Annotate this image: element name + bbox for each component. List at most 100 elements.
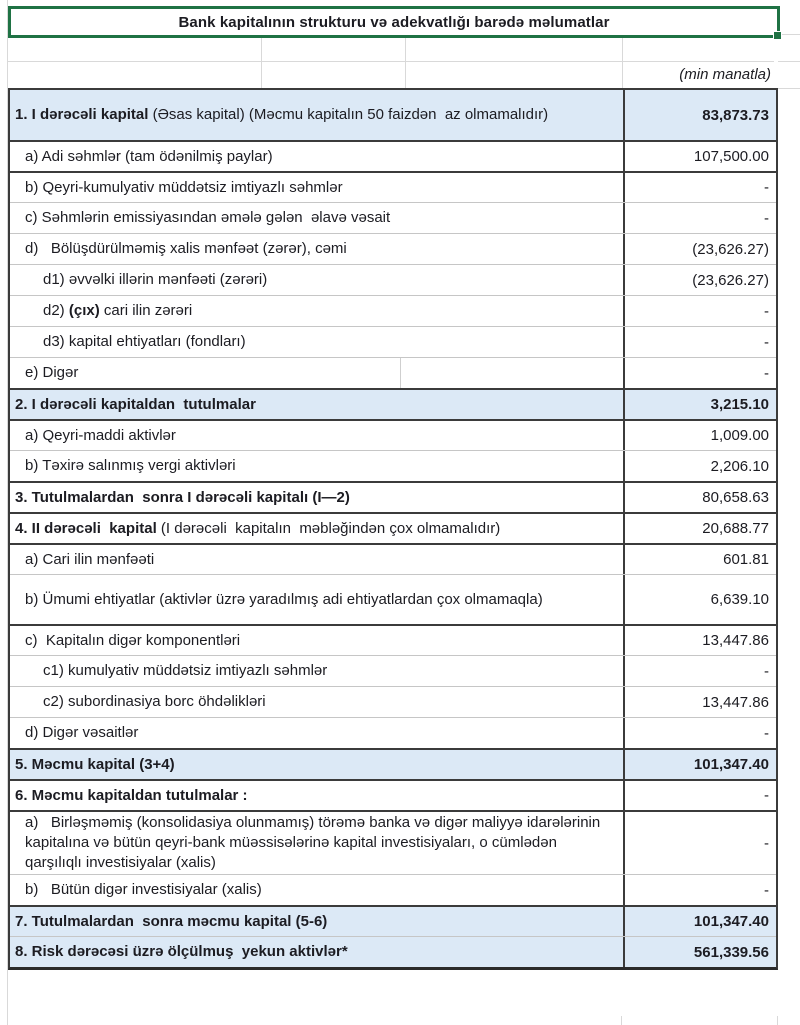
section-5-header-value: 101,347.40 [693,756,769,773]
row-4c2-label-cell[interactable]: c2) subordinasiya borc öhdəlikləri [10,687,623,717]
table-row-row-1d: d) Bölüşdürülməmiş xalis mənfəət (zərər)… [10,233,776,264]
row-1c-value-cell[interactable]: - [623,203,776,233]
row-1d-label-cell[interactable]: d) Bölüşdürülməmiş xalis mənfəət (zərər)… [10,234,623,264]
section-3-header-label-cell[interactable]: 3. Tutulmalardan sonra I dərəcəli kapita… [10,483,623,512]
row-1d2-label-cell[interactable]: d2) (çıx) cari ilin zərəri [10,296,623,326]
selection-fill-handle[interactable] [773,31,782,40]
row-6a-label-cell[interactable]: a) Birləşməmiş (konsolidasiya olunmamış)… [10,812,623,874]
section-1-header-label-cell[interactable]: 1. I dərəcəli kapital (Əsas kapital) (Mə… [10,90,623,140]
table-row-row-4c: c) Kapitalın digər komponentləri 13,447.8… [10,624,776,655]
table-row-row-6b: b) Bütün digər investisiyalar (xalis) - [10,874,776,905]
row-1a-label: a) Adi səhmlər (tam ödənilmiş paylar) [25,147,273,165]
row-1d-label: d) Bölüşdürülməmiş xalis mənfəət (zərər)… [25,240,347,257]
row-2b-value: 2,206.10 [710,457,769,475]
section-5-header-value-cell[interactable]: 101,347.40 [623,750,776,779]
row-4a-label: a) Cari ilin mənfəəti [25,550,155,568]
section-8-header-label-cell[interactable]: 8. Risk dərəcəsi üzrə ölçülmuş yekun akt… [10,937,623,967]
sheet-gridline-stub-1 [778,34,800,35]
section-7-header-value-cell[interactable]: 101,347.40 [623,907,776,936]
table-row-section-3-header: 3. Tutulmalardan sonra I dərəcəli kapita… [10,481,776,512]
row-4b-label-cell[interactable]: b) Ümumi ehtiyatlar (aktivlər üzrə yarad… [10,575,623,624]
table-row-section-1-header: 1. I dərəcəli kapital (Əsas kapital) (Mə… [10,90,776,140]
row-4d-label-cell[interactable]: d) Digər vəsaitlər [10,718,623,748]
section-4-header-label: 4. II dərəcəli kapital (I dərəcəli kapit… [15,519,501,537]
table-row-section-6-header: 6. Məcmu kapitaldan tutulmalar : - [10,779,776,810]
row-4c1-label-cell[interactable]: c1) kumulyativ müddətsiz imtiyazlı səhml… [10,656,623,686]
row-4c2-value-cell[interactable]: 13,447.86 [623,687,776,717]
row-2a-label-cell[interactable]: a) Qeyri-maddi aktivlər [10,421,623,450]
section-2-header-value-cell[interactable]: 3,215.10 [623,390,776,419]
row-4b-value: 6,639.10 [710,591,769,608]
section-6-header-value-cell[interactable]: - [623,781,776,810]
row-1d2-label: d2) (çıx) cari ilin zərəri [43,302,193,319]
table-row-row-2a: a) Qeyri-maddi aktivlər 1,009.00 [10,419,776,450]
sheet-gridline-stub-2 [778,61,800,62]
row-4c2-value: 13,447.86 [702,693,769,711]
unit-note-cell[interactable]: (min manatla) [623,61,777,87]
sheet-gridline-left [7,0,8,1025]
row-4d-label: d) Digər vəsaitlər [25,724,139,741]
row-2a-label: a) Qeyri-maddi aktivlər [25,426,176,444]
row-4a-value-cell[interactable]: 601.81 [623,545,776,574]
section-7-header-label-cell[interactable]: 7. Tutulmalardan sonra məcmu kapital (5-… [10,907,623,936]
row-1a-value-cell[interactable]: 107,500.00 [623,142,776,171]
row-1a-value: 107,500.00 [693,148,769,165]
table-row-row-1c: c) Səhmlərin emissiyasından əmələ gələn … [10,202,776,233]
sheet-title-cell[interactable]: Bank kapitalının strukturu və adekvatlığ… [8,6,782,40]
section-7-header-label: 7. Tutulmalardan sonra məcmu kapital (5-… [15,912,328,930]
row-1e-value-cell[interactable]: - [623,358,776,388]
table-row-section-5-header: 5. Məcmu kapital (3+4) 101,347.40 [10,748,776,779]
row-4a-value: 601.81 [723,551,769,568]
row-4b-value-cell[interactable]: 6,639.10 [623,575,776,624]
section-3-header-value: 80,658.63 [702,489,769,506]
section-2-header-label: 2. I dərəcəli kapitaldan tutulmalar [15,395,256,413]
section-4-header-value-cell[interactable]: 20,688.77 [623,514,776,543]
row-4d-value-cell[interactable]: - [623,718,776,748]
section-3-header-value-cell[interactable]: 80,658.63 [623,483,776,512]
sheet-gridline-stub-4 [621,1016,622,1025]
row-1d3-label-cell[interactable]: d3) kapital ehtiyatları (fondları) [10,327,623,357]
row-2b-value-cell[interactable]: 2,206.10 [623,451,776,481]
row-1a-label-cell[interactable]: a) Adi səhmlər (tam ödənilmiş paylar) [10,142,623,171]
section-6-header-value: - [764,787,769,804]
row-1d2-value-cell[interactable]: - [623,296,776,326]
row-1d-value: (23,626.27) [692,240,769,258]
row-1e-label-cell[interactable]: e) Digər [10,358,623,388]
section-1-header-value: 83,873.73 [702,106,769,124]
row-1d1-value-cell[interactable]: (23,626.27) [623,265,776,295]
section-8-header-label: 8. Risk dərəcəsi üzrə ölçülmuş yekun akt… [15,943,348,960]
row-6b-value: - [764,881,769,899]
row-1b-value-cell[interactable]: - [623,173,776,202]
row-1c-label-cell[interactable]: c) Səhmlərin emissiyasından əmələ gələn … [10,203,623,233]
section-6-header-label-cell[interactable]: 6. Məcmu kapitaldan tutulmalar : [10,781,623,810]
row-1d2-value: - [764,302,769,320]
section-2-header-label-cell[interactable]: 2. I dərəcəli kapitaldan tutulmalar [10,390,623,419]
row-1d1-label-cell[interactable]: d1) əvvəlki illərin mənfəəti (zərəri) [10,265,623,295]
table-row-row-4a: a) Cari ilin mənfəəti 601.81 [10,543,776,574]
row-4c-value-cell[interactable]: 13,447.86 [623,626,776,655]
section-4-header-label-cell[interactable]: 4. II dərəcəli kapital (I dərəcəli kapit… [10,514,623,543]
row-1d1-value: (23,626.27) [692,271,769,289]
section-8-header-value-cell[interactable]: 561,339.56 [623,937,776,967]
row-2b-label-cell[interactable]: b) Təxirə salınmış vergi aktivləri [10,451,623,481]
row-2a-value-cell[interactable]: 1,009.00 [623,421,776,450]
row-1d3-value-cell[interactable]: - [623,327,776,357]
section-1-header-value-cell[interactable]: 83,873.73 [623,90,776,140]
row-6b-label-cell[interactable]: b) Bütün digər investisiyalar (xalis) [10,875,623,905]
row-1c-label: c) Səhmlərin emissiyasından əmələ gələn … [25,209,391,226]
section-7-header-value: 101,347.40 [693,913,769,930]
row-1d-value-cell[interactable]: (23,626.27) [623,234,776,264]
row-1c-value: - [764,209,769,227]
table-row-row-4c2: c2) subordinasiya borc öhdəlikləri 13,447… [10,686,776,717]
row-6a-value-cell[interactable]: - [623,812,776,874]
row-4c1-value-cell[interactable]: - [623,656,776,686]
row-4c-label-cell[interactable]: c) Kapitalın digər komponentləri [10,626,623,655]
row-4a-label-cell[interactable]: a) Cari ilin mənfəəti [10,545,623,574]
row-1b-label-cell[interactable]: b) Qeyri-kumulyativ müddətsiz imtiyazlı … [10,173,623,202]
section-8-header-value: 561,339.56 [693,943,769,961]
section-5-header-label-cell[interactable]: 5. Məcmu kapital (3+4) [10,750,623,779]
table-row-section-2-header: 2. I dərəcəli kapitaldan tutulmalar 3,215… [10,388,776,419]
table-row-row-1e: e) Digər - [10,357,776,388]
row-1d1-label: d1) əvvəlki illərin mənfəəti (zərəri) [43,271,268,288]
row-6b-value-cell[interactable]: - [623,875,776,905]
